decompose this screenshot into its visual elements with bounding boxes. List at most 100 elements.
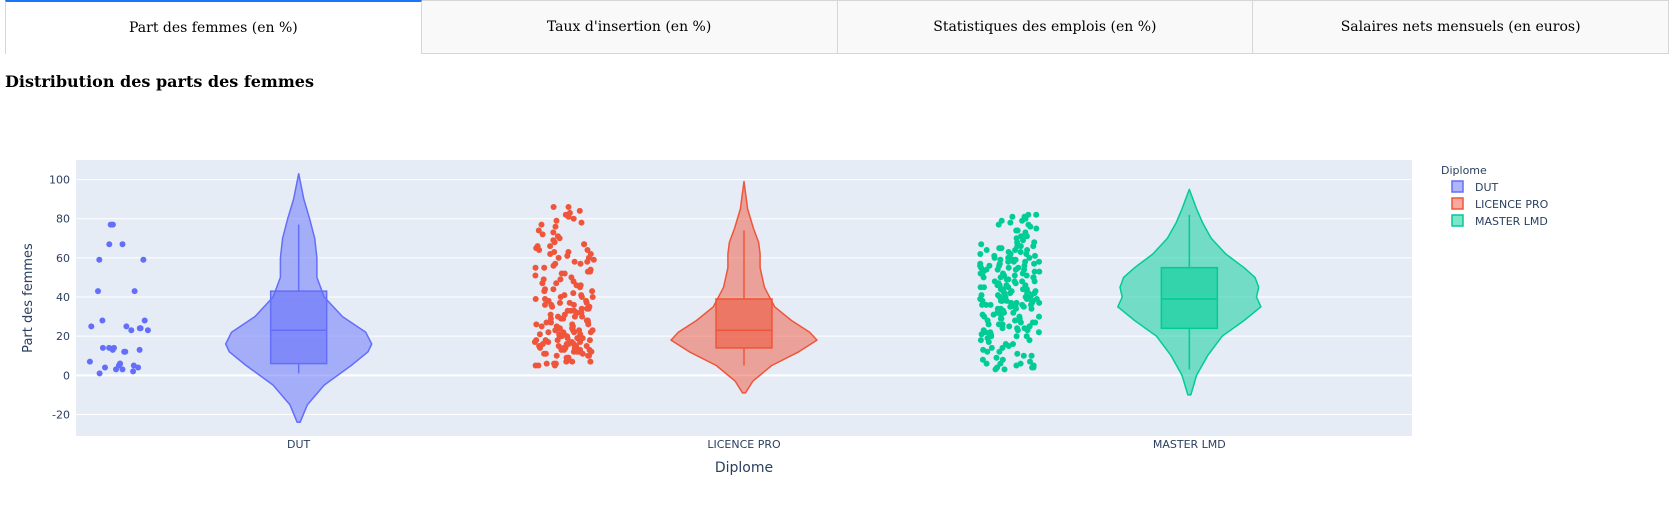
- data-point: [977, 296, 984, 302]
- data-point: [1014, 327, 1021, 334]
- data-point: [140, 256, 147, 263]
- data-point: [983, 360, 990, 367]
- data-point: [1036, 313, 1042, 320]
- data-point: [119, 366, 126, 373]
- data-point: [552, 260, 559, 267]
- data-point: [550, 229, 557, 236]
- data-point: [1019, 278, 1026, 285]
- data-point: [997, 256, 1004, 263]
- data-point: [994, 282, 1001, 289]
- data-point: [1032, 288, 1039, 295]
- data-point: [1029, 364, 1036, 371]
- data-point: [550, 237, 557, 244]
- y-tick-label: 40: [56, 291, 70, 304]
- data-point: [130, 362, 137, 369]
- data-point: [979, 301, 986, 308]
- data-point: [1025, 221, 1032, 228]
- data-point: [550, 204, 557, 210]
- data-point: [1026, 323, 1033, 330]
- data-point: [532, 272, 539, 279]
- legend-item-licence-pro: LICENCE PRO: [1451, 197, 1549, 211]
- data-point: [587, 358, 594, 365]
- data-point: [995, 292, 1001, 299]
- legend-swatch: [1451, 214, 1464, 227]
- legend-label: MASTER LMD: [1475, 215, 1548, 228]
- data-point: [991, 252, 998, 259]
- data-point: [563, 341, 570, 347]
- tab-salaires-nets[interactable]: Salaires nets mensuels (en euros): [1253, 0, 1669, 54]
- data-point: [88, 323, 95, 330]
- legend-swatch: [1451, 180, 1464, 193]
- data-point: [568, 274, 575, 281]
- box: [1160, 266, 1219, 330]
- data-point: [545, 339, 552, 345]
- data-point: [997, 311, 1004, 318]
- data-point: [1020, 303, 1027, 310]
- data-point: [555, 343, 562, 349]
- y-tick-labels: -20 0 20 40 60 80 100: [49, 174, 70, 422]
- data-point: [1012, 317, 1018, 324]
- data-point: [1028, 352, 1035, 359]
- data-point: [1013, 333, 1020, 340]
- data-point: [576, 207, 583, 214]
- legend-title: Diplome: [1441, 164, 1487, 177]
- data-point: [538, 323, 545, 330]
- data-point: [574, 348, 580, 355]
- data-point: [565, 204, 572, 210]
- data-point: [555, 254, 562, 261]
- data-point: [136, 325, 143, 332]
- data-point: [584, 305, 590, 312]
- data-point: [1033, 225, 1040, 232]
- data-point: [1017, 243, 1024, 250]
- data-point: [1005, 249, 1012, 255]
- data-point: [996, 348, 1003, 355]
- data-point: [552, 327, 559, 334]
- data-point: [977, 262, 984, 269]
- tab-statistiques-emplois[interactable]: Statistiques des emplois (en %): [837, 0, 1254, 54]
- legend: Diplome DUT LICENCE PRO MASTER LMD: [1441, 164, 1549, 228]
- data-point: [1001, 366, 1008, 373]
- data-point: [532, 296, 539, 302]
- data-point: [590, 256, 597, 263]
- data-point: [1020, 352, 1027, 359]
- traces: [86, 172, 1262, 424]
- data-point: [981, 284, 987, 291]
- data-point: [1036, 268, 1043, 275]
- x-tick-labels: DUT LICENCE PRO MASTER LMD: [287, 438, 1226, 451]
- data-point: [540, 276, 547, 283]
- data-point: [1023, 272, 1030, 279]
- data-point: [535, 362, 542, 369]
- tab-taux-insertion[interactable]: Taux d'insertion (en %): [421, 0, 838, 54]
- data-point: [553, 352, 560, 359]
- data-point: [1017, 249, 1024, 255]
- data-point: [128, 327, 135, 334]
- data-point: [563, 354, 570, 361]
- data-point: [1033, 296, 1040, 302]
- data-point: [571, 307, 578, 314]
- data-point: [1007, 254, 1013, 261]
- data-point: [533, 337, 540, 344]
- tab-part-des-femmes[interactable]: Part des femmes (en %): [5, 0, 422, 54]
- data-point: [555, 313, 561, 320]
- data-point: [542, 301, 548, 308]
- data-point: [557, 294, 564, 300]
- data-point: [977, 337, 984, 344]
- data-point: [543, 360, 550, 367]
- data-point: [987, 301, 994, 308]
- data-point: [1031, 260, 1038, 267]
- data-point: [106, 241, 113, 248]
- data-point: [583, 317, 590, 324]
- data-point: [1033, 211, 1040, 218]
- data-point: [986, 262, 993, 269]
- data-point: [1035, 329, 1042, 336]
- data-point: [578, 219, 585, 226]
- y-tick-label: 100: [49, 174, 70, 187]
- data-point: [983, 301, 990, 308]
- data-point: [1007, 219, 1014, 226]
- data-point: [1019, 217, 1026, 224]
- data-point: [557, 276, 564, 283]
- data-point: [984, 317, 991, 324]
- data-point: [1013, 299, 1020, 306]
- data-point: [96, 370, 103, 377]
- data-point: [1026, 254, 1033, 261]
